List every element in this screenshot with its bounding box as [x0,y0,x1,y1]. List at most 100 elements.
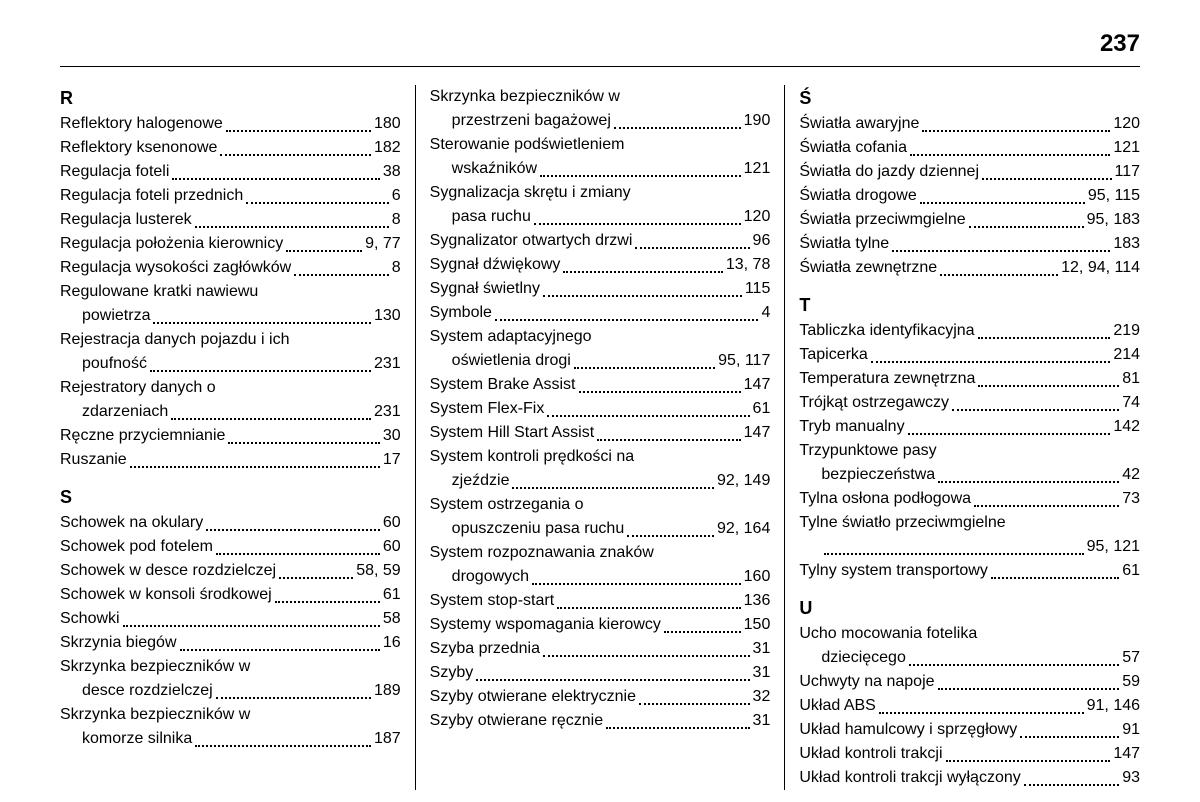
entry-page: 189 [374,679,401,703]
leader-dots [991,577,1119,579]
entry-page: 8 [392,256,401,280]
entry-page: 30 [383,424,401,448]
index-entry: Regulacja lusterek8 [60,208,401,232]
entry-page: 147 [1113,742,1140,766]
index-entry: Regulacja wysokości zagłówków 8 [60,256,401,280]
index-entry: Rejestracja danych pojazdu i ich [60,328,401,352]
index-entry-continuation: zdarzeniach231 [60,400,401,424]
leader-dots [532,583,741,585]
leader-dots [543,655,750,657]
leader-dots [172,178,379,180]
index-entry: Temperatura zewnętrzna81 [799,367,1140,391]
index-entry: Światła cofania121 [799,136,1140,160]
entry-page: 120 [1113,112,1140,136]
index-entry: Układ ABS91, 146 [799,694,1140,718]
entry-label: Tapicerka [799,343,867,367]
index-entry: Światła przeciwmgielne 95, 183 [799,208,1140,232]
entry-page: 17 [383,448,401,472]
entry-page: 4 [761,301,770,325]
entry-label: Regulacja foteli przednich [60,184,243,208]
index-entry-continuation: bezpieczeństwa42 [799,463,1140,487]
entry-label: oświetlenia drogi [452,349,571,373]
leader-dots [627,535,714,537]
entry-label: zjeździe [452,469,510,493]
leader-dots [495,319,759,321]
entry-label: przestrzeni bagażowej [452,109,611,133]
leader-dots [1024,784,1119,786]
entry-page: 60 [383,511,401,535]
entry-page: 187 [374,727,401,751]
entry-label: Regulacja położenia kierownicy [60,232,283,256]
index-entry: Układ kontroli trakcji wyłączony93 [799,766,1140,790]
leader-dots [180,649,380,651]
leader-dots [614,127,741,129]
leader-dots [534,223,741,225]
entry-label: Schowki [60,607,120,631]
entry-label: Schowek pod fotelem [60,535,213,559]
index-entry: Ręczne przyciemnianie30 [60,424,401,448]
entry-label: Światła przeciwmgielne [799,208,965,232]
entry-label: opuszczeniu pasa ruchu [452,517,625,541]
leader-dots [920,202,1085,204]
leader-dots [228,442,379,444]
leader-dots [908,433,1111,435]
leader-dots [130,466,380,468]
leader-dots [982,178,1111,180]
entry-label: System Hill Start Assist [430,421,594,445]
leader-dots [220,154,371,156]
index-entry: Symbole4 [430,301,771,325]
entry-page: 121 [1113,136,1140,160]
entry-label: Szyba przednia [430,637,540,661]
entry-page: 182 [374,136,401,160]
index-entry: Sygnalizator otwartych drzwi96 [430,229,771,253]
index-entry: System Brake Assist147 [430,373,771,397]
entry-label: Reflektory ksenonowe [60,136,217,160]
entry-label: Układ ABS [799,694,875,718]
leader-dots [579,391,741,393]
index-entry: Sygnał dźwiękowy13, 78 [430,253,771,277]
leader-dots [940,274,1058,276]
index-entry: Szyba przednia31 [430,637,771,661]
entry-page: 95, 115 [1088,184,1140,208]
index-entry: Schowek w konsoli środkowej61 [60,583,401,607]
index-entry: Tapicerka214 [799,343,1140,367]
index-entry-continuation: zjeździe92, 149 [430,469,771,493]
index-entry: Układ hamulcowy i sprzęgłowy91 [799,718,1140,742]
leader-dots [543,295,742,297]
leader-dots [824,553,1083,555]
index-entry: Ucho mocowania fotelika [799,622,1140,646]
entry-page: 115 [745,277,771,301]
leader-dots [952,409,1119,411]
entry-label: Trójkąt ostrzegawczy [799,391,949,415]
leader-dots [969,226,1084,228]
entry-label: Systemy wspomagania kierowcy [430,613,661,637]
index-entry: Systemy wspomagania kierowcy150 [430,613,771,637]
leader-dots [606,727,749,729]
entry-label: Uchwyty na napoje [799,670,934,694]
entry-page: 12, 94, 114 [1061,256,1140,280]
index-entry: Regulowane kratki nawiewu [60,280,401,304]
entry-label: System Brake Assist [430,373,576,397]
leader-dots [540,175,741,177]
index-entry: System Flex-Fix61 [430,397,771,421]
entry-page: 32 [753,685,771,709]
leader-dots [639,703,750,705]
entry-label: pasa ruchu [452,205,531,229]
leader-dots [150,370,371,372]
leader-dots [153,322,370,324]
index-entry: Światła zewnętrzne12, 94, 114 [799,256,1140,280]
section-letter: S [60,484,401,511]
entry-page: 121 [744,157,771,181]
entry-page: 61 [383,583,401,607]
section-letter: U [799,595,1140,622]
index-entry-continuation: poufność231 [60,352,401,376]
entry-page: 117 [1115,160,1141,184]
entry-page: 95, 183 [1087,208,1140,232]
entry-label: Regulacja wysokości zagłówków [60,256,291,280]
entry-label: Reflektory halogenowe [60,112,223,136]
index-entry: Schowek na okulary60 [60,511,401,535]
entry-label: Światła do jazdy dziennej [799,160,979,184]
index-entry-continuation: 95, 121 [799,535,1140,559]
index-entry: Tylna osłona podłogowa73 [799,487,1140,511]
leader-dots [1020,736,1119,738]
